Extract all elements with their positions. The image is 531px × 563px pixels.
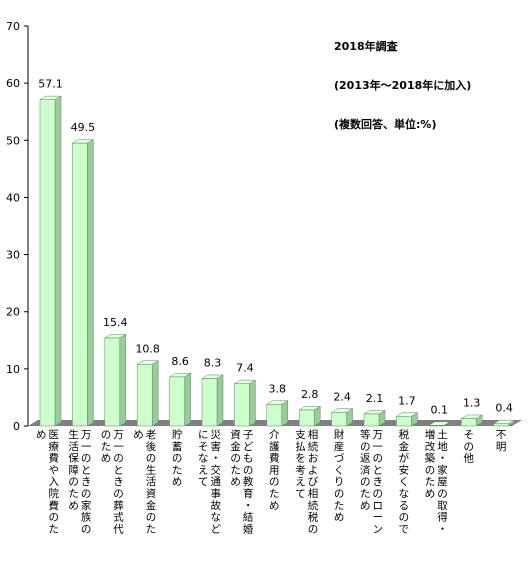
unit-label: (複数回答、単位:%): [334, 118, 437, 131]
category-label-line: 増改築のため: [425, 428, 436, 500]
bar: [460, 418, 477, 427]
bar: [493, 423, 509, 427]
data-label: 57.1: [38, 78, 63, 91]
bar: [428, 425, 445, 427]
bar: [39, 99, 56, 427]
bar-side: [87, 139, 94, 427]
category-label-line: 等の返済のため: [360, 428, 371, 512]
category-label-line: 支払を考えて: [295, 429, 306, 500]
category-label-line: 財産づくりのため: [334, 428, 345, 524]
data-label: 3.8: [269, 382, 287, 395]
category-label: 土地・家屋の取得・増改築のため: [425, 428, 449, 535]
y-tick-label: 0: [13, 420, 20, 433]
category-label: 不明: [496, 429, 507, 453]
category-label-line: 相続および相続税の: [308, 428, 319, 535]
category-label-line: 災害・交通事故など: [211, 429, 222, 535]
category-label-line: にそなえて: [198, 429, 209, 488]
category-label-line: その他: [463, 429, 474, 465]
category-label-line: 資金のため: [230, 429, 241, 488]
data-label: 2.1: [366, 392, 384, 405]
bar: [169, 376, 185, 427]
category-label-line: 医療費や入院費のた: [49, 429, 60, 535]
y-tick-label: 70: [6, 20, 20, 33]
category-label-line: 万一のときの葬式代: [113, 429, 124, 535]
bar: [136, 364, 153, 427]
data-label: 10.8: [135, 342, 160, 355]
data-label: 1.7: [398, 394, 416, 407]
data-label: 8.3: [204, 357, 222, 370]
category-label-line: め: [133, 429, 144, 441]
category-label-line: 不明: [496, 429, 507, 453]
category-label-line: 貯蓄のため: [172, 429, 183, 488]
bar: [331, 412, 347, 427]
data-label: 2.4: [333, 390, 351, 403]
chart-annotation: 2018年調査 (2013年～2018年に加入) (複数回答、単位:%): [334, 14, 471, 144]
bar-side: [216, 374, 224, 427]
bar-side: [184, 372, 191, 427]
bar-side: [54, 95, 62, 427]
bar-side: [249, 379, 256, 427]
category-label: 税金が安くなるので: [399, 428, 410, 535]
category-label-line: 子どもの教育・結婚: [243, 429, 254, 535]
data-label: 15.4: [103, 316, 128, 329]
category-label-line: のため: [101, 429, 112, 465]
category-label-line: め: [36, 429, 47, 441]
category-label-line: 介護費用のため: [269, 429, 280, 512]
category-label-line: 万一のときのローン: [373, 429, 384, 535]
category-label: その他: [463, 429, 474, 465]
y-tick-label: 20: [6, 306, 20, 319]
y-tick-label: 50: [6, 134, 20, 147]
category-label: 介護費用のため: [269, 429, 280, 512]
category-label-line: 老後の生活資金のた: [146, 428, 157, 535]
bar-side: [151, 360, 159, 427]
data-label: 8.6: [171, 355, 189, 368]
y-tick-label: 40: [6, 191, 20, 204]
category-label-line: 土地・家屋の取得・: [437, 428, 448, 535]
category-label-line: 税金が安くなるので: [399, 428, 410, 535]
survey-year-label: 2018年調査: [334, 40, 398, 53]
data-label: 2.8: [301, 388, 319, 401]
category-label: 財産づくりのため: [334, 428, 345, 524]
bar: [234, 383, 250, 427]
bar: [266, 404, 283, 427]
bar: [201, 378, 218, 427]
bar: [363, 413, 380, 427]
y-tick-label: 30: [6, 249, 20, 262]
bar: [104, 337, 121, 427]
category-label-line: 生活保障のため: [68, 428, 79, 512]
bar-side: [119, 333, 127, 427]
bar: [72, 142, 88, 427]
bar: [396, 416, 412, 427]
bar-side: [281, 400, 289, 427]
data-label: 7.4: [236, 362, 254, 375]
category-label-line: 万一のときの家族の: [81, 429, 92, 535]
category-label: 貯蓄のため: [172, 429, 183, 488]
enrollment-period-label: (2013年～2018年に加入): [334, 79, 472, 92]
data-label: 49.5: [71, 121, 96, 134]
y-tick-label: 60: [6, 77, 20, 90]
data-label: 1.3: [463, 397, 481, 410]
data-label: 0.4: [495, 402, 513, 415]
bar: [298, 409, 315, 427]
data-label: 0.1: [431, 403, 449, 416]
y-tick-label: 10: [6, 363, 20, 376]
